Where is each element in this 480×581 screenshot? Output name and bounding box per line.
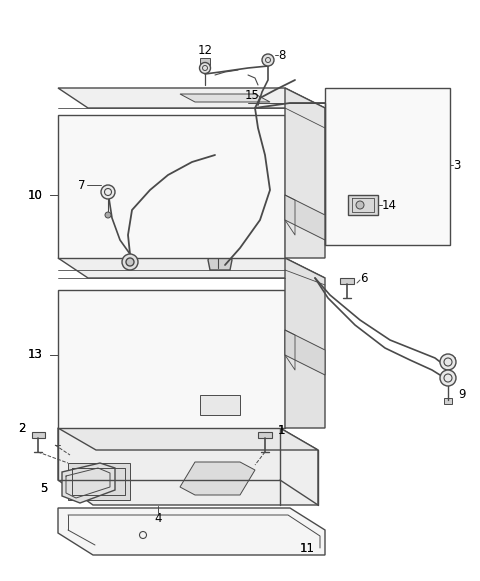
Polygon shape [285,258,325,428]
Circle shape [262,54,274,66]
Polygon shape [58,508,325,555]
Text: 10: 10 [28,188,43,202]
Text: 1: 1 [278,424,286,436]
Text: 2: 2 [18,421,25,435]
Polygon shape [58,290,285,428]
Polygon shape [340,278,354,284]
Text: 7: 7 [77,178,85,192]
Circle shape [126,258,134,266]
Polygon shape [62,463,115,503]
Text: 13: 13 [28,349,43,361]
Text: 11: 11 [300,541,315,554]
Circle shape [101,185,115,199]
Polygon shape [200,395,240,415]
Circle shape [440,354,456,370]
Polygon shape [180,94,270,102]
Polygon shape [200,58,210,65]
Polygon shape [58,115,285,258]
Text: 13: 13 [28,349,43,361]
Circle shape [440,370,456,386]
Circle shape [122,254,138,270]
Polygon shape [208,255,232,270]
Text: 4: 4 [154,511,162,525]
Text: 10: 10 [28,188,43,202]
Text: 5: 5 [40,482,48,494]
Text: 1: 1 [278,424,286,436]
Polygon shape [58,428,318,505]
Text: 5: 5 [40,482,48,494]
Text: 11: 11 [300,541,315,554]
Text: 3: 3 [453,159,460,171]
Polygon shape [348,195,378,215]
Text: 8: 8 [278,48,286,62]
Polygon shape [68,463,130,500]
Polygon shape [32,432,45,438]
Text: 12: 12 [197,44,213,56]
Polygon shape [285,195,325,240]
Polygon shape [258,432,272,438]
Polygon shape [285,88,325,258]
Circle shape [200,63,211,74]
Polygon shape [58,88,325,108]
Polygon shape [444,398,452,404]
Polygon shape [58,258,325,278]
Polygon shape [58,428,318,450]
Polygon shape [325,88,450,245]
Circle shape [105,212,111,218]
Text: 9: 9 [458,389,466,401]
Text: 15: 15 [245,88,259,102]
Text: 14: 14 [382,199,397,211]
Text: 2: 2 [18,421,25,435]
Text: 6: 6 [360,271,368,285]
Circle shape [356,201,364,209]
Polygon shape [285,330,325,375]
Polygon shape [180,462,255,495]
